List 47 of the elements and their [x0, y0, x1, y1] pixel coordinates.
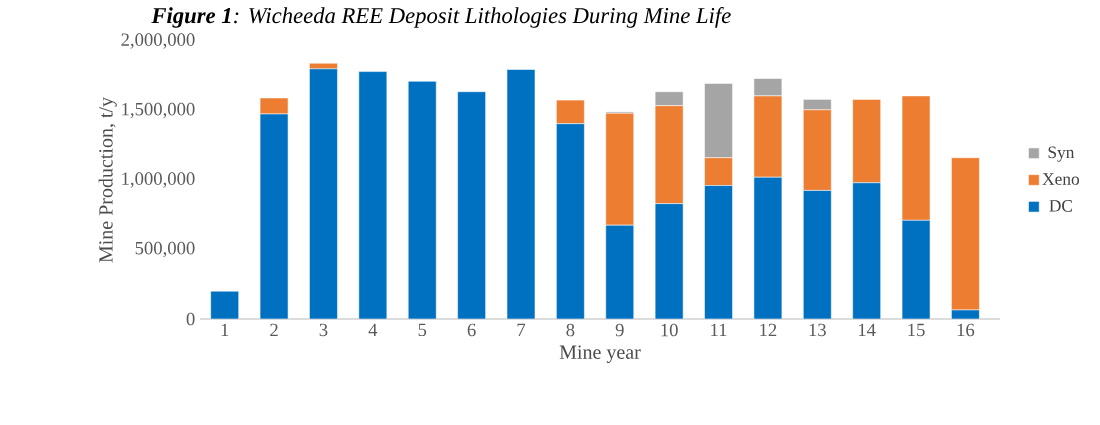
- bar: [654, 203, 684, 319]
- x-tick-label: 2: [270, 323, 278, 337]
- x-tick-label: 13: [809, 323, 826, 337]
- bar: [852, 182, 881, 319]
- bar: [358, 71, 388, 319]
- bar: [901, 220, 931, 319]
- y-tick-label: 1,000,000: [122, 172, 195, 188]
- legend-label: Xeno: [1042, 173, 1080, 185]
- bar: [407, 81, 437, 319]
- y-tick-label: 500,000: [135, 241, 195, 258]
- chart-title: Figure 1: Wicheeda REE Deposit Lithologies During Mine Life: [151, 7, 731, 28]
- x-tick-label: 1: [221, 323, 229, 337]
- bar: [901, 95, 931, 221]
- x-tick-label: 7: [517, 323, 526, 336]
- bar: [605, 113, 635, 226]
- bar: [309, 68, 338, 319]
- y-tick-label: 2,000,000: [121, 33, 195, 49]
- x-axis-title: Mine year: [559, 345, 641, 364]
- x-tick-label: 15: [908, 323, 925, 337]
- x-tick-label: 9: [615, 323, 624, 337]
- bar: [457, 91, 486, 319]
- y-axis-title: Mine Production, t/y: [98, 97, 117, 263]
- bar: [259, 97, 289, 115]
- bar: [210, 290, 239, 319]
- legend-label: DC: [1049, 200, 1072, 212]
- x-tick-label: 3: [319, 323, 328, 337]
- x-tick-label: 16: [957, 323, 975, 337]
- y-tick-label: 0: [186, 312, 195, 326]
- x-tick-label: 11: [711, 323, 727, 337]
- x-tick-label: 14: [858, 323, 876, 337]
- x-tick-label: 4: [368, 323, 378, 336]
- bar: [753, 176, 783, 319]
- x-tick-label: 12: [760, 323, 777, 337]
- bar: [605, 224, 635, 319]
- bar: [704, 185, 733, 319]
- y-tick-label: 1,500,000: [122, 102, 195, 119]
- x-tick-label: 5: [418, 323, 427, 337]
- x-tick-label: 8: [566, 323, 575, 337]
- bar: [259, 113, 289, 319]
- bar: [803, 190, 832, 319]
- x-tick-label: 10: [661, 323, 678, 337]
- bar: [506, 69, 536, 319]
- legend-label: Syn: [1048, 146, 1075, 162]
- x-tick-label: 6: [467, 323, 476, 337]
- bar: [852, 99, 881, 184]
- bar: [556, 123, 585, 319]
- bar: [556, 99, 585, 124]
